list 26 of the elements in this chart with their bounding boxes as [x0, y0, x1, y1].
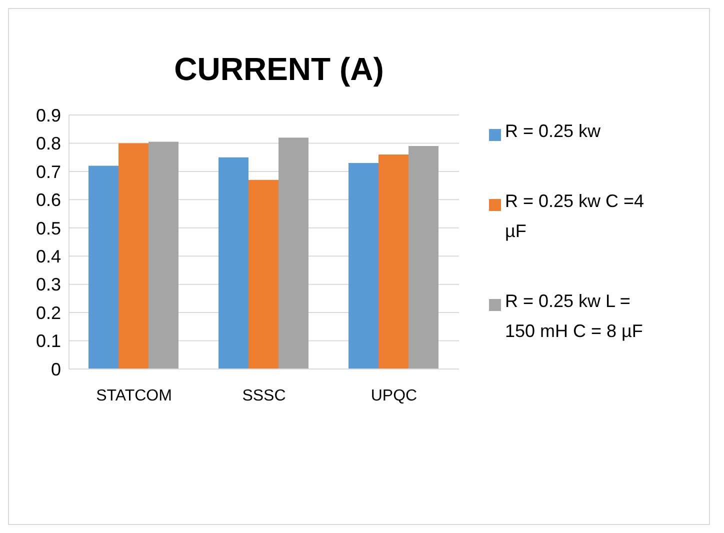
bar: [88, 166, 118, 369]
bar: [408, 146, 438, 369]
legend-label: R = 0.25 kw: [505, 120, 601, 143]
bar: [378, 154, 408, 369]
bar: [118, 143, 148, 369]
chart-title: CURRENT (A): [173, 51, 385, 88]
bar: [148, 142, 178, 369]
bar: [248, 180, 278, 369]
y-tick-label: 0.4: [36, 246, 61, 266]
y-tick-label: 0.2: [36, 302, 61, 323]
x-tick-label: SSSC: [242, 387, 286, 404]
x-tick-label: STATCOM: [96, 387, 172, 404]
bar: [348, 162, 378, 369]
y-tick-label: 0.7: [36, 162, 61, 182]
bar: [278, 138, 308, 369]
y-tick-label: 0.6: [36, 190, 61, 210]
y-tick-label: 0: [50, 359, 61, 380]
y-tick-label: 0.9: [36, 105, 61, 126]
legend-label: R = 0.25 kw C =4 µF: [505, 190, 646, 243]
y-tick-label: 0.5: [36, 218, 61, 238]
y-tick-label: 0.8: [36, 134, 61, 154]
y-tick-label: 0.1: [36, 331, 61, 352]
bar: [218, 157, 248, 369]
legend-label: R = 0.25 kw L = 150 mH C = 8 µF: [505, 290, 644, 343]
x-tick-label: UPQC: [370, 387, 418, 404]
y-tick-label: 0.3: [36, 274, 61, 295]
